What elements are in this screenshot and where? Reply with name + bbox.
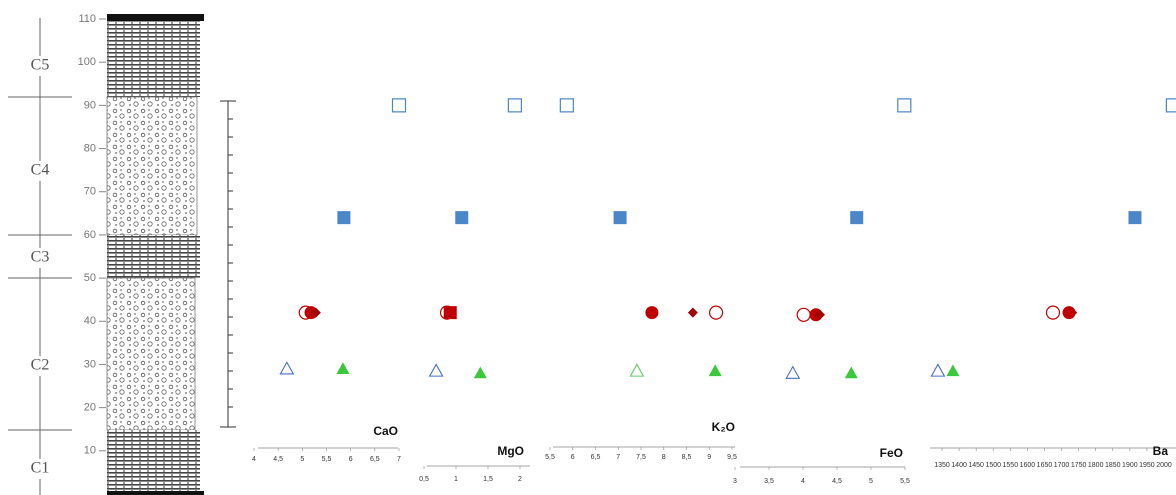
unit-label: C5 bbox=[31, 57, 50, 74]
panel: 3 3,5 4 4,5 5 5,5 FeO bbox=[733, 99, 911, 485]
x-tick-label: 1 bbox=[454, 476, 458, 483]
x-tick-label: 4,5 bbox=[273, 456, 283, 463]
panel: 0,5 1 1,5 2 MgO bbox=[419, 99, 530, 483]
x-tick-label: 3 bbox=[733, 478, 737, 485]
x-tick-label: 7,5 bbox=[636, 454, 646, 461]
point bbox=[455, 211, 468, 224]
x-tick-label: 2000 bbox=[1156, 462, 1172, 469]
x-tick-label: 5,5 bbox=[545, 454, 555, 461]
unit-label: C4 bbox=[31, 162, 50, 179]
point bbox=[614, 211, 627, 224]
point bbox=[337, 211, 350, 224]
point bbox=[336, 362, 349, 374]
point bbox=[786, 367, 799, 379]
unit-label: C1 bbox=[31, 460, 50, 477]
point bbox=[630, 364, 643, 376]
point bbox=[797, 308, 810, 321]
point bbox=[474, 367, 487, 379]
axis-title: MgO bbox=[497, 444, 524, 458]
x-tick-label: 1450 bbox=[968, 462, 984, 469]
x-tick-label: 6 bbox=[349, 456, 353, 463]
axis-title: CaO bbox=[373, 424, 398, 438]
x-tick-label: 1,5 bbox=[483, 476, 493, 483]
x-tick-label: 5 bbox=[300, 456, 304, 463]
point bbox=[645, 306, 658, 319]
depth-tick-label: 20 bbox=[84, 402, 96, 414]
x-tick-label: 1600 bbox=[1020, 462, 1036, 469]
depth-tick-label: 110 bbox=[78, 13, 96, 25]
depth-tick-label: 60 bbox=[84, 229, 96, 241]
x-tick-label: 7 bbox=[616, 454, 620, 461]
depth-tick-label: 50 bbox=[84, 272, 96, 284]
point bbox=[444, 306, 457, 319]
point bbox=[1166, 99, 1176, 112]
strat-log bbox=[107, 14, 204, 495]
x-tick-label: 8,5 bbox=[682, 454, 692, 461]
x-tick-label: 1350 bbox=[934, 462, 950, 469]
point bbox=[1128, 211, 1141, 224]
x-tick-label: 1800 bbox=[1088, 462, 1104, 469]
unit-label: C2 bbox=[31, 357, 50, 374]
x-tick-label: 1400 bbox=[951, 462, 967, 469]
point bbox=[898, 99, 911, 112]
point bbox=[850, 211, 863, 224]
depth-tick-label: 40 bbox=[84, 315, 96, 327]
x-tick-label: 1550 bbox=[1003, 462, 1019, 469]
x-tick-label: 5,5 bbox=[900, 478, 910, 485]
axis-title: FeO bbox=[880, 446, 903, 460]
axis-title: Ba bbox=[1153, 444, 1169, 458]
x-tick-label: 1750 bbox=[1071, 462, 1087, 469]
x-tick-label: 8 bbox=[662, 454, 666, 461]
x-tick-label: 0,5 bbox=[419, 476, 429, 483]
x-tick-label: 5 bbox=[869, 478, 873, 485]
x-tick-label: 1650 bbox=[1037, 462, 1053, 469]
depth-tick-label: 90 bbox=[84, 99, 96, 111]
range-bracket bbox=[220, 101, 236, 427]
x-tick-label: 6,5 bbox=[591, 454, 601, 461]
x-tick-label: 1500 bbox=[985, 462, 1001, 469]
depth-tick-label: 80 bbox=[84, 142, 96, 154]
x-tick-label: 5,5 bbox=[322, 456, 332, 463]
point bbox=[560, 99, 573, 112]
x-tick-label: 4,5 bbox=[832, 478, 842, 485]
depth-tick-label: 70 bbox=[84, 186, 96, 198]
point bbox=[688, 308, 698, 318]
panel: 5,5 6 6,5 7 7,5 8 8,5 9 9,5 K₂O bbox=[545, 99, 737, 461]
point bbox=[1063, 306, 1076, 319]
x-tick-label: 1700 bbox=[1054, 462, 1070, 469]
x-tick-label: 6,5 bbox=[370, 456, 380, 463]
depth-tick-label: 10 bbox=[84, 445, 96, 457]
point bbox=[1047, 306, 1060, 319]
x-tick-label: 1900 bbox=[1122, 462, 1138, 469]
x-tick-label: 9,5 bbox=[727, 454, 737, 461]
x-tick-label: 6 bbox=[571, 454, 575, 461]
point bbox=[845, 367, 858, 379]
point bbox=[280, 362, 293, 374]
x-tick-label: 4 bbox=[801, 478, 805, 485]
x-tick-label: 9 bbox=[707, 454, 711, 461]
x-tick-label: 1850 bbox=[1105, 462, 1121, 469]
x-tick-label: 3,5 bbox=[764, 478, 774, 485]
point bbox=[393, 99, 406, 112]
figure: C5 C4 C3 C2 C1 10 20 30 40 50 60 70 80 90 100 110 4… bbox=[0, 0, 1176, 495]
point bbox=[710, 306, 723, 319]
point bbox=[931, 364, 944, 376]
point bbox=[430, 364, 443, 376]
point bbox=[508, 99, 521, 112]
point bbox=[709, 364, 722, 376]
point bbox=[946, 364, 959, 376]
unit-label: C3 bbox=[31, 249, 50, 266]
depth-tick-label: 100 bbox=[78, 56, 96, 68]
x-tick-label: 7 bbox=[397, 456, 401, 463]
x-tick-label: 4 bbox=[252, 456, 256, 463]
panel: 4 4,5 5 5,5 6 6,5 7 CaO bbox=[252, 99, 405, 463]
x-tick-label: 1950 bbox=[1139, 462, 1155, 469]
depth-tick-label: 30 bbox=[84, 358, 96, 370]
x-tick-label: 2 bbox=[518, 476, 522, 483]
axis-title: K₂O bbox=[712, 420, 735, 434]
